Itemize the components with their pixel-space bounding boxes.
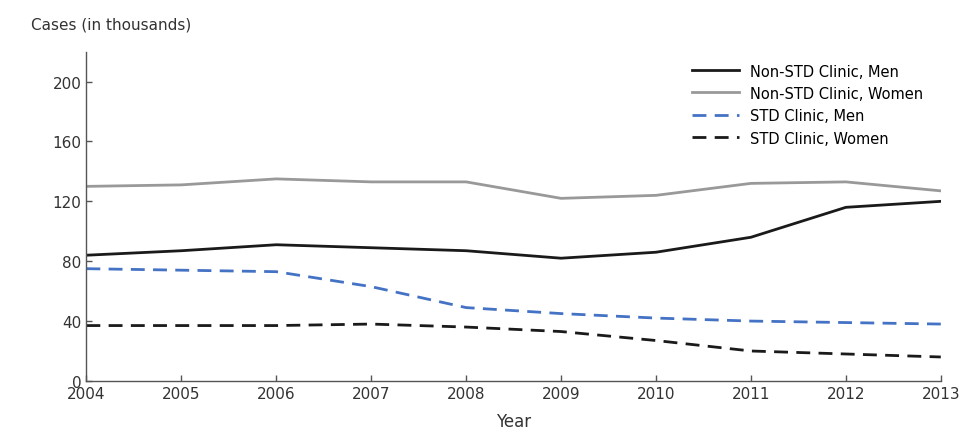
Text: Cases (in thousands): Cases (in thousands): [31, 18, 191, 33]
Non-STD Clinic, Men: [176, 248, 187, 254]
X-axis label: Year: Year: [496, 412, 531, 430]
STD Clinic, Men: [81, 266, 92, 272]
Non-STD Clinic, Women: [366, 180, 377, 185]
STD Clinic, Women: [555, 329, 566, 335]
Non-STD Clinic, Women: [555, 196, 566, 201]
Non-STD Clinic, Men: [366, 246, 377, 251]
Non-STD Clinic, Women: [461, 180, 472, 185]
STD Clinic, Men: [745, 319, 756, 324]
STD Clinic, Men: [271, 269, 282, 275]
Non-STD Clinic, Men: [81, 253, 92, 258]
STD Clinic, Women: [650, 338, 661, 343]
Non-STD Clinic, Men: [840, 205, 852, 211]
STD Clinic, Men: [461, 305, 472, 311]
STD Clinic, Men: [176, 268, 187, 273]
Non-STD Clinic, Men: [461, 248, 472, 254]
STD Clinic, Women: [745, 349, 756, 354]
STD Clinic, Women: [271, 323, 282, 328]
Non-STD Clinic, Women: [81, 184, 92, 190]
Non-STD Clinic, Women: [745, 181, 756, 187]
STD Clinic, Men: [366, 284, 377, 290]
Non-STD Clinic, Men: [650, 250, 661, 255]
Line: STD Clinic, Men: STD Clinic, Men: [86, 269, 941, 324]
Line: Non-STD Clinic, Men: Non-STD Clinic, Men: [86, 202, 941, 258]
Non-STD Clinic, Men: [935, 199, 947, 205]
Non-STD Clinic, Women: [650, 193, 661, 198]
Non-STD Clinic, Men: [271, 243, 282, 248]
STD Clinic, Women: [840, 352, 852, 357]
Non-STD Clinic, Women: [935, 189, 947, 194]
STD Clinic, Men: [935, 321, 947, 327]
Line: Non-STD Clinic, Women: Non-STD Clinic, Women: [86, 180, 941, 199]
Non-STD Clinic, Women: [176, 183, 187, 188]
STD Clinic, Men: [555, 311, 566, 317]
Non-STD Clinic, Women: [271, 177, 282, 182]
STD Clinic, Men: [840, 320, 852, 325]
STD Clinic, Men: [650, 316, 661, 321]
STD Clinic, Women: [461, 325, 472, 330]
Non-STD Clinic, Men: [555, 256, 566, 261]
Non-STD Clinic, Women: [840, 180, 852, 185]
Line: STD Clinic, Women: STD Clinic, Women: [86, 324, 941, 357]
STD Clinic, Women: [935, 354, 947, 360]
STD Clinic, Women: [81, 323, 92, 328]
STD Clinic, Women: [366, 321, 377, 327]
Non-STD Clinic, Men: [745, 235, 756, 240]
Legend: Non-STD Clinic, Men, Non-STD Clinic, Women, STD Clinic, Men, STD Clinic, Women: Non-STD Clinic, Men, Non-STD Clinic, Wom…: [686, 59, 929, 152]
STD Clinic, Women: [176, 323, 187, 328]
